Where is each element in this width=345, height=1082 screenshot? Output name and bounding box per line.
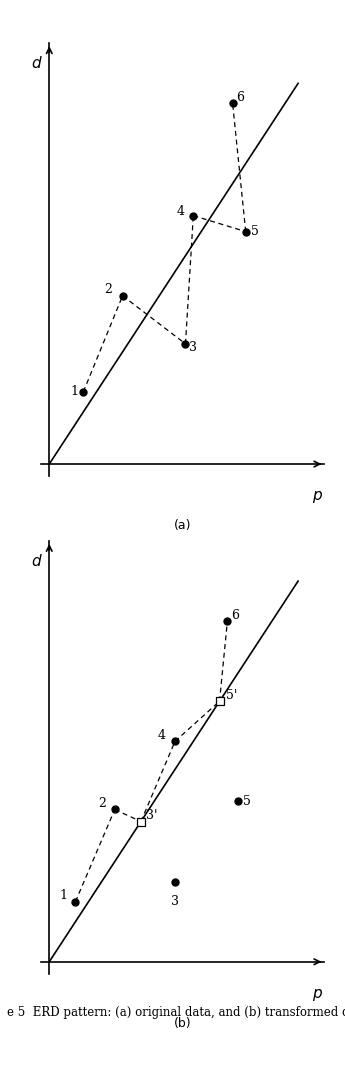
Text: 1: 1 bbox=[60, 889, 68, 902]
Text: (b): (b) bbox=[174, 1017, 192, 1030]
Text: p: p bbox=[312, 488, 321, 503]
Text: 5: 5 bbox=[251, 225, 259, 238]
Text: 3: 3 bbox=[189, 341, 197, 354]
Text: 6: 6 bbox=[236, 91, 245, 104]
Text: 6: 6 bbox=[231, 609, 239, 622]
Text: 3: 3 bbox=[171, 895, 179, 908]
Text: (a): (a) bbox=[174, 519, 191, 532]
Text: d: d bbox=[32, 56, 41, 70]
Text: 3': 3' bbox=[146, 809, 157, 822]
Text: 1: 1 bbox=[70, 385, 78, 398]
Text: 5': 5' bbox=[226, 689, 237, 702]
Text: p: p bbox=[312, 986, 321, 1001]
Text: 4: 4 bbox=[158, 729, 166, 742]
Text: 4: 4 bbox=[176, 206, 184, 219]
Text: 2: 2 bbox=[98, 797, 106, 810]
Text: e 5  ERD pattern: (a) original data, and (b) transformed data.: e 5 ERD pattern: (a) original data, and … bbox=[7, 1006, 345, 1019]
Text: d: d bbox=[32, 554, 41, 568]
Text: 5: 5 bbox=[243, 795, 251, 808]
Text: 2: 2 bbox=[104, 283, 112, 296]
